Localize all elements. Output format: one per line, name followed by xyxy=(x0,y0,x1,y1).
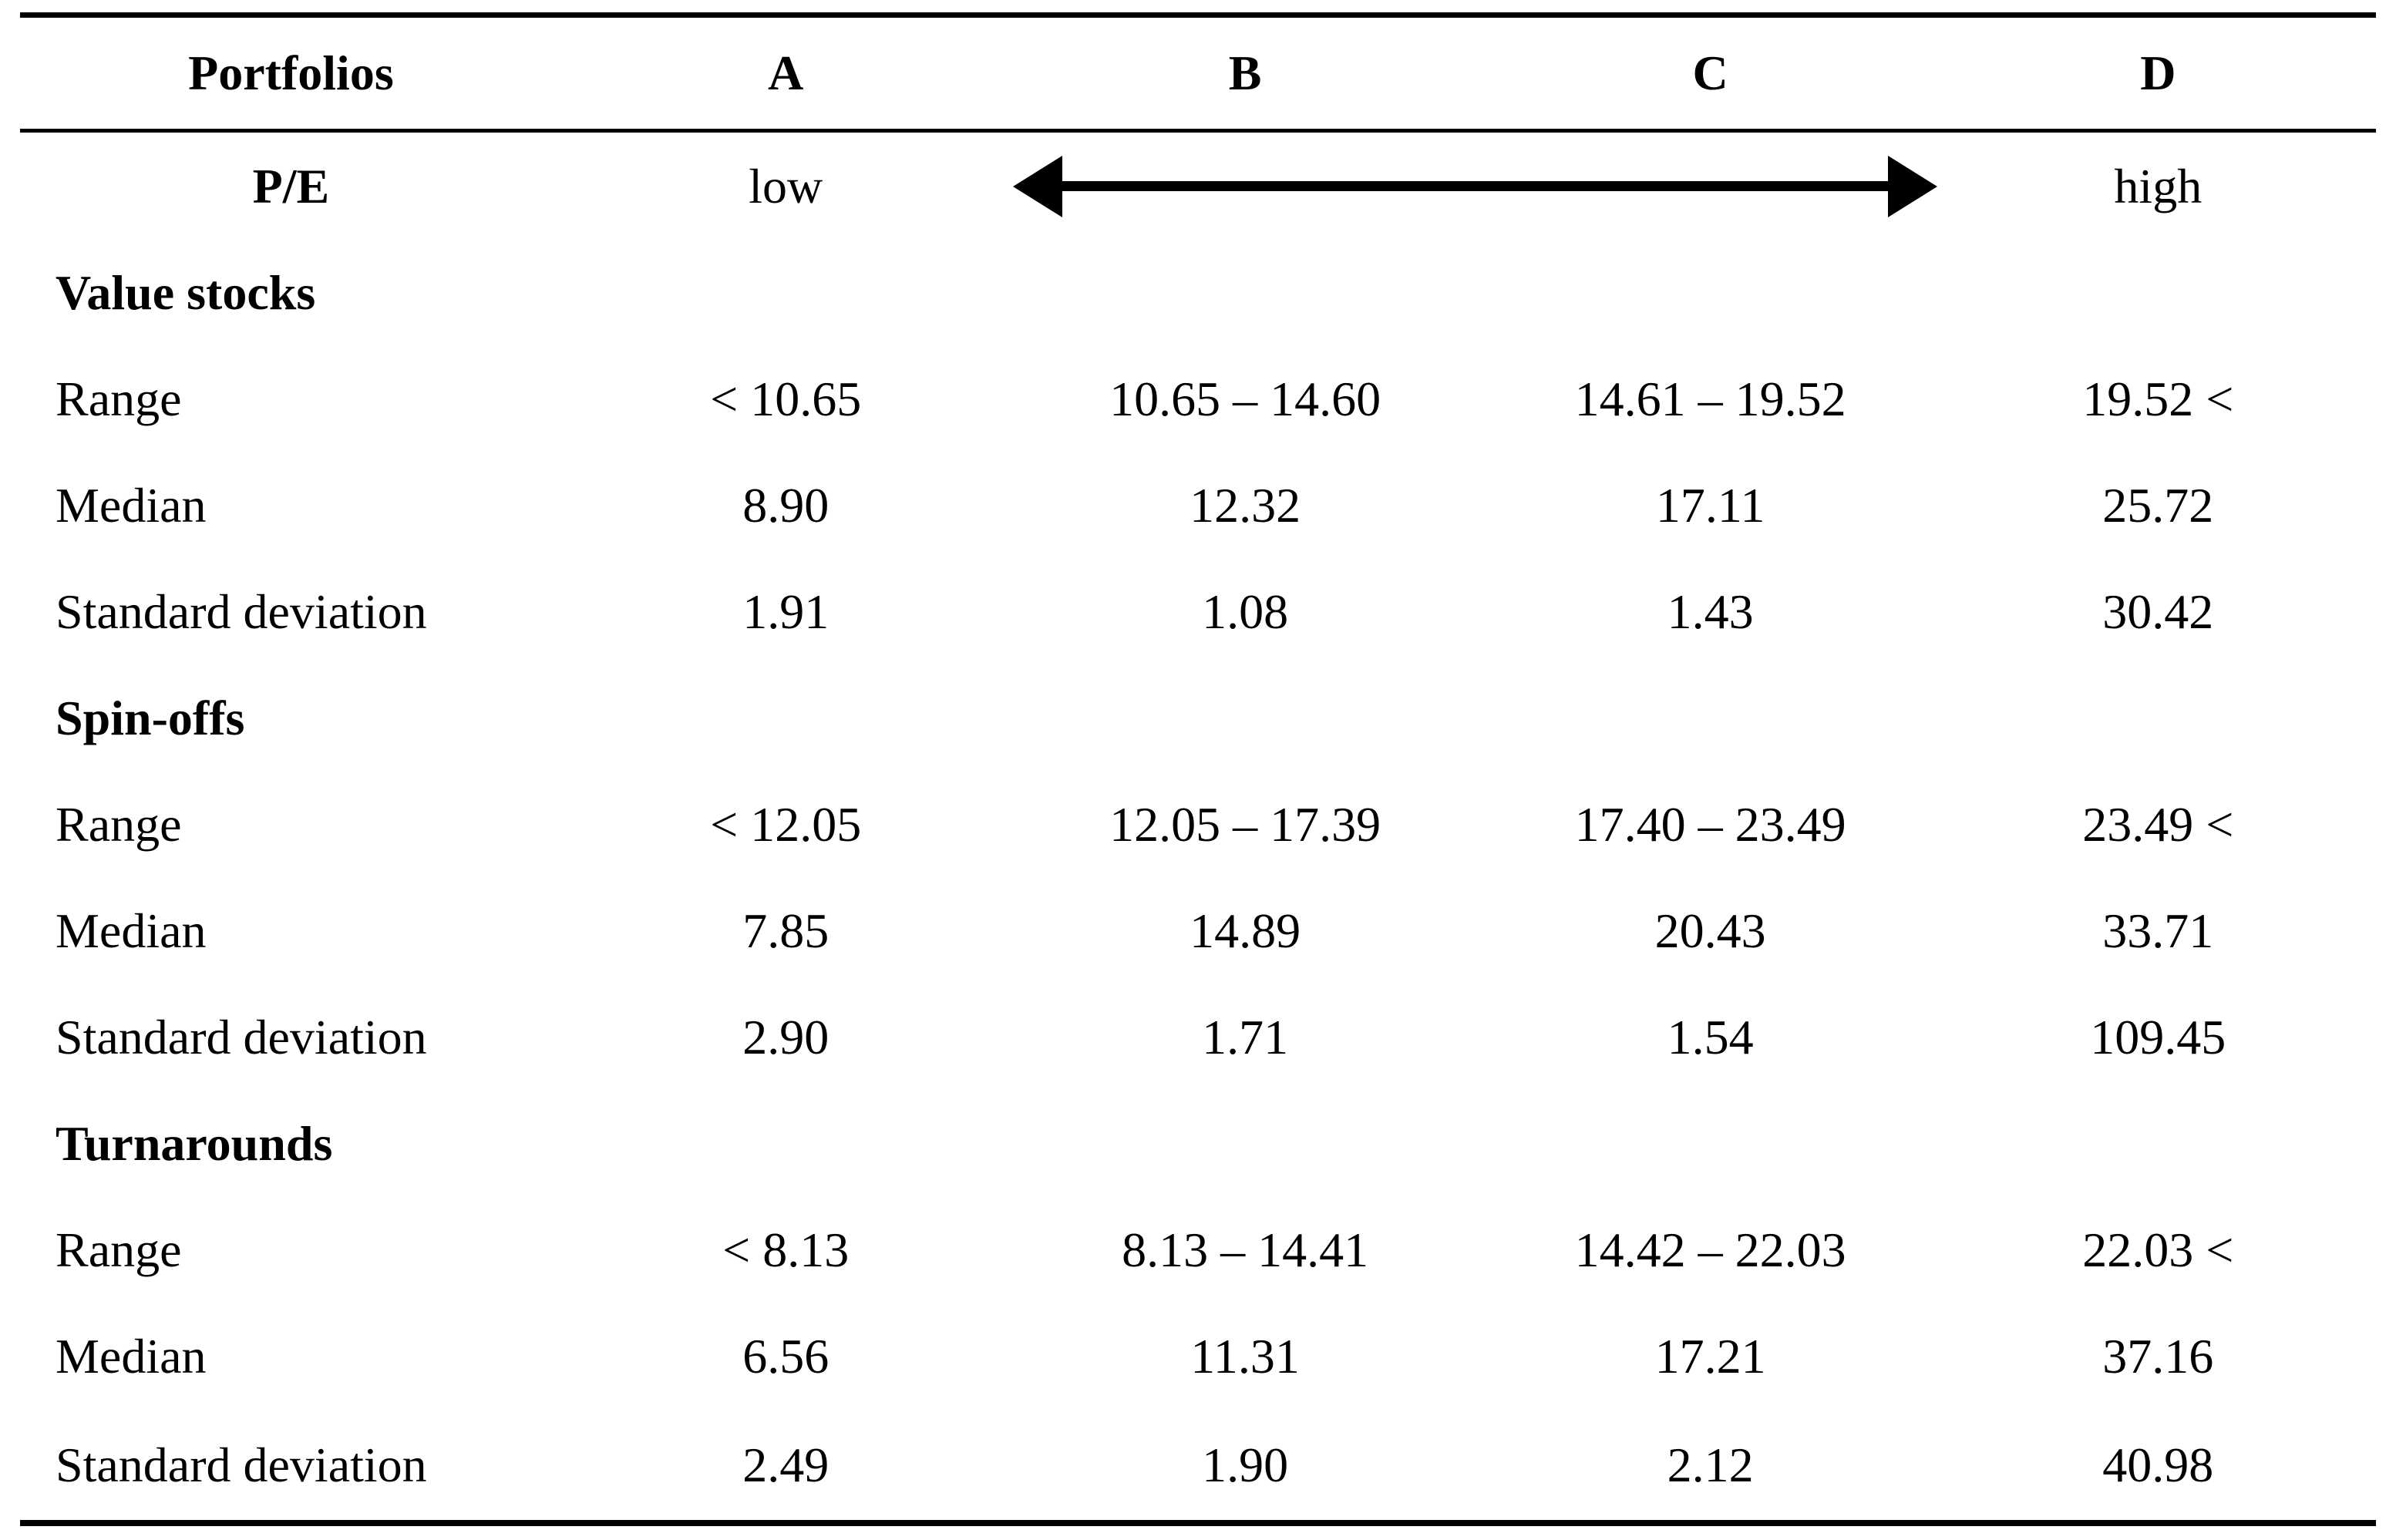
arrow-shaft xyxy=(1062,181,1888,192)
cell-value: 37.16 xyxy=(2102,1329,2214,1384)
header-col-d: D xyxy=(1940,15,2376,133)
cell-value: 8.90 xyxy=(742,478,830,533)
table-row: Range < 12.05 12.05 – 17.39 17.40 – 23.4… xyxy=(20,772,2376,878)
table-row: Median 6.56 11.31 17.21 37.16 xyxy=(20,1303,2376,1410)
cell-value: 19.52 < xyxy=(2082,372,2234,427)
cell-value: 1.91 xyxy=(742,584,830,640)
pe-high-label: high xyxy=(2114,158,2203,214)
header-portfolios: Portfolios xyxy=(20,15,562,133)
cell-value: 40.98 xyxy=(2102,1437,2214,1492)
row-label: Standard deviation xyxy=(56,1437,427,1492)
pe-row: P/E low high xyxy=(20,131,2376,240)
cell-value: 109.45 xyxy=(2090,1010,2226,1065)
pe-low-label: low xyxy=(749,158,823,214)
cell-value: 23.49 < xyxy=(2082,797,2234,852)
table-row: Median 7.85 14.89 20.43 33.71 xyxy=(20,878,2376,984)
double-arrow-icon xyxy=(1010,155,1940,217)
cell-value: < 10.65 xyxy=(710,372,862,427)
row-label: Range xyxy=(56,1222,182,1278)
section-title: Value stocks xyxy=(56,265,316,321)
table-row: Standard deviation 2.90 1.71 1.54 109.45 xyxy=(20,984,2376,1091)
table-row: Range < 8.13 8.13 – 14.41 14.42 – 22.03 … xyxy=(20,1197,2376,1303)
cell-value: 1.90 xyxy=(1202,1437,1289,1492)
cell-value: 2.12 xyxy=(1667,1437,1754,1492)
cell-value: 12.05 – 17.39 xyxy=(1109,797,1381,852)
table-header-row: Portfolios A B C D xyxy=(20,15,2376,133)
cell-value: 6.56 xyxy=(742,1329,830,1384)
header-col-a: A xyxy=(561,15,1010,133)
cell-value: 7.85 xyxy=(742,903,830,959)
cell-value: < 12.05 xyxy=(710,797,862,852)
cell-value: 1.08 xyxy=(1202,584,1289,640)
table-row: Range < 10.65 10.65 – 14.60 14.61 – 19.5… xyxy=(20,346,2376,452)
row-label: Standard deviation xyxy=(56,584,427,640)
row-label: Median xyxy=(56,903,207,959)
cell-value: 2.49 xyxy=(742,1437,830,1492)
cell-value: 1.54 xyxy=(1667,1010,1754,1065)
header-col-b: B xyxy=(1009,15,1481,133)
table-row: Standard deviation 1.91 1.08 1.43 30.42 xyxy=(20,559,2376,665)
cell-value: 22.03 < xyxy=(2082,1222,2234,1278)
table-row: Median 8.90 12.32 17.11 25.72 xyxy=(20,452,2376,559)
cell-value: 33.71 xyxy=(2102,903,2214,959)
arrowhead-left-icon xyxy=(1012,155,1062,217)
portfolios-table: Portfolios A B C D P/E low high Value st… xyxy=(20,12,2376,1526)
section-title: Spin-offs xyxy=(56,691,245,746)
cell-value: 17.40 – 23.49 xyxy=(1574,797,1846,852)
cell-value: 1.43 xyxy=(1667,584,1754,640)
row-label: Standard deviation xyxy=(56,1010,427,1065)
cell-value: 17.11 xyxy=(1655,478,1765,533)
section-title: Turnarounds xyxy=(56,1116,333,1172)
cell-value: 11.31 xyxy=(1190,1329,1300,1384)
cell-value: < 8.13 xyxy=(722,1222,850,1278)
pe-label: P/E xyxy=(252,158,330,214)
cell-value: 10.65 – 14.60 xyxy=(1109,372,1381,427)
row-label: Range xyxy=(56,797,182,852)
cell-value: 30.42 xyxy=(2102,584,2214,640)
cell-value: 2.90 xyxy=(742,1010,830,1065)
cell-value: 14.89 xyxy=(1190,903,1301,959)
header-col-c: C xyxy=(1480,15,1940,133)
table-row: Standard deviation 2.49 1.90 2.12 40.98 xyxy=(20,1410,2376,1523)
cell-value: 14.61 – 19.52 xyxy=(1574,372,1846,427)
pe-arrow-cell xyxy=(1010,131,1940,240)
cell-value: 17.21 xyxy=(1654,1329,1766,1384)
section-title-row-spin-offs: Spin-offs xyxy=(20,665,2376,772)
row-label: Median xyxy=(56,1329,207,1384)
cell-value: 20.43 xyxy=(1654,903,1766,959)
section-title-row-turnarounds: Turnarounds xyxy=(20,1091,2376,1197)
arrowhead-right-icon xyxy=(1887,155,1937,217)
cell-value: 25.72 xyxy=(2102,478,2214,533)
section-title-row-value-stocks: Value stocks xyxy=(20,240,2376,347)
cell-value: 14.42 – 22.03 xyxy=(1574,1222,1846,1278)
cell-value: 1.71 xyxy=(1202,1010,1289,1065)
row-label: Median xyxy=(56,478,207,533)
cell-value: 12.32 xyxy=(1190,478,1301,533)
cell-value: 8.13 – 14.41 xyxy=(1122,1222,1369,1278)
row-label: Range xyxy=(56,372,182,427)
